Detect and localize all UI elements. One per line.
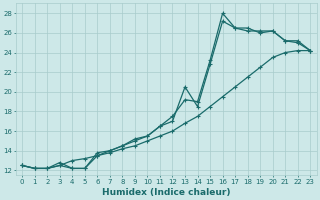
X-axis label: Humidex (Indice chaleur): Humidex (Indice chaleur) xyxy=(102,188,230,197)
